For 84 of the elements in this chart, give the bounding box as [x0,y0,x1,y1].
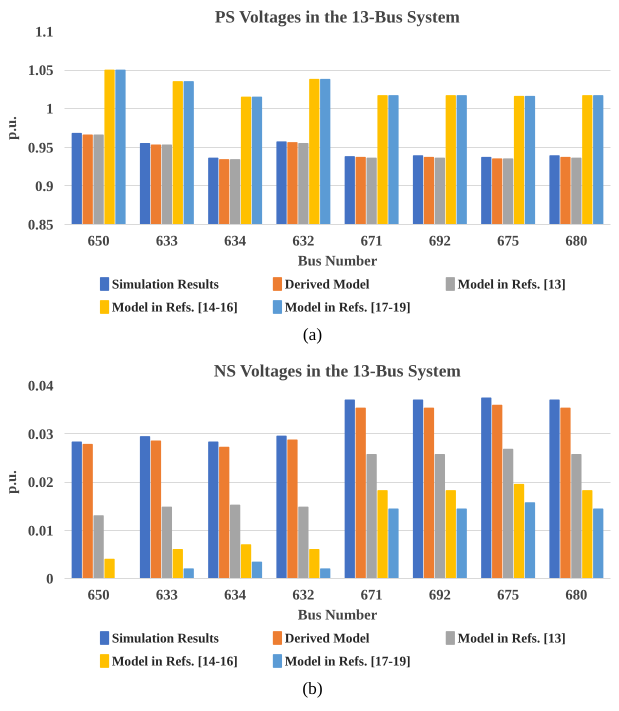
legend-label: Model in Refs. [14-16] [112,654,238,668]
text: (a) [302,324,322,346]
y-tick-label: 1 [46,102,54,118]
x-tick-label: 680 [565,234,588,250]
legend-label: Model in Refs. [14-16] [112,300,238,314]
bar [412,399,424,578]
bar [502,448,514,578]
bar [424,408,434,578]
chart-title: NS Voltages in the 13-Bus System [214,362,462,380]
bar [571,454,582,578]
y-tick-label: 1.05 [28,63,54,80]
legend-label: Simulation Results [112,630,219,646]
bar [524,502,536,578]
legend-label: Model in Refs. [17-19] [284,654,411,668]
bar [72,441,82,578]
bar [514,484,524,578]
x-tick-label: 680 [565,588,588,604]
bar [593,508,604,578]
bar [140,436,150,578]
bar [298,506,309,578]
bar [320,568,330,578]
bar [287,440,298,578]
bar [434,454,446,578]
y-tick-label: 0.04 [28,378,54,394]
x-tick-label: 675 [497,234,520,250]
bar [492,404,502,578]
y-axis-title: p.u. [4,470,20,494]
y-tick-label: 0.9 [35,178,54,195]
legend-label: Model in Refs. [17-19] [284,300,411,314]
chart-title: PS Voltages in the 13-Bus System [214,8,460,26]
y-tick-label: 1.1 [35,24,54,40]
bar [560,408,571,578]
bar [366,454,377,578]
legend-label: Model in Refs. [13] [458,630,566,646]
x-tick-label: 675 [497,588,520,604]
y-tick-label: 0.02 [28,475,54,491]
bar [356,408,366,578]
bar [230,504,240,578]
x-tick-label: 650 [88,588,110,604]
bar [582,490,592,578]
x-tick-label: 692 [428,234,451,250]
bar [104,558,115,578]
x-tick-label: 634 [224,234,247,250]
bar [162,506,172,578]
x-tick-label: 692 [428,588,451,604]
legend-label: Model in Refs. [13] [458,276,566,292]
legend-label: Simulation Results [112,276,219,292]
y-tick-label: 0.01 [28,523,54,540]
bar [172,549,183,578]
x-tick-label: 671 [360,588,383,604]
bar [344,399,355,578]
y-tick-label: 0.85 [28,218,54,234]
x-tick-label: 632 [292,234,314,250]
bar [309,549,320,578]
bar [456,508,467,578]
x-tick-label: 633 [156,234,178,250]
x-axis-title: Bus Number [298,254,378,270]
bar [276,436,287,578]
text: (b) [302,678,323,700]
y-tick-label: 0.03 [28,426,54,443]
bar [93,515,104,578]
x-tick-label: 634 [224,588,247,604]
x-tick-label: 671 [360,234,383,250]
bar [252,562,262,578]
bar [150,440,162,578]
x-tick-label: 632 [292,588,314,604]
y-tick-label: 0.95 [28,140,54,156]
x-tick-label: 633 [156,588,178,604]
y-axis-title: p.u. [4,116,20,140]
bar [481,398,492,578]
bar [219,446,230,578]
bar [446,490,456,578]
bar [549,399,560,578]
bar [82,444,93,578]
x-axis-title: Bus Number [298,608,378,624]
y-tick-label: 0 [46,572,54,588]
bar [388,508,399,578]
bar [184,568,194,578]
x-tick-label: 650 [88,234,110,250]
legend-label: Derived Model [284,276,370,292]
bar [377,490,388,578]
legend-label: Derived Model [284,630,370,646]
bar [240,544,252,578]
bar [208,441,218,578]
